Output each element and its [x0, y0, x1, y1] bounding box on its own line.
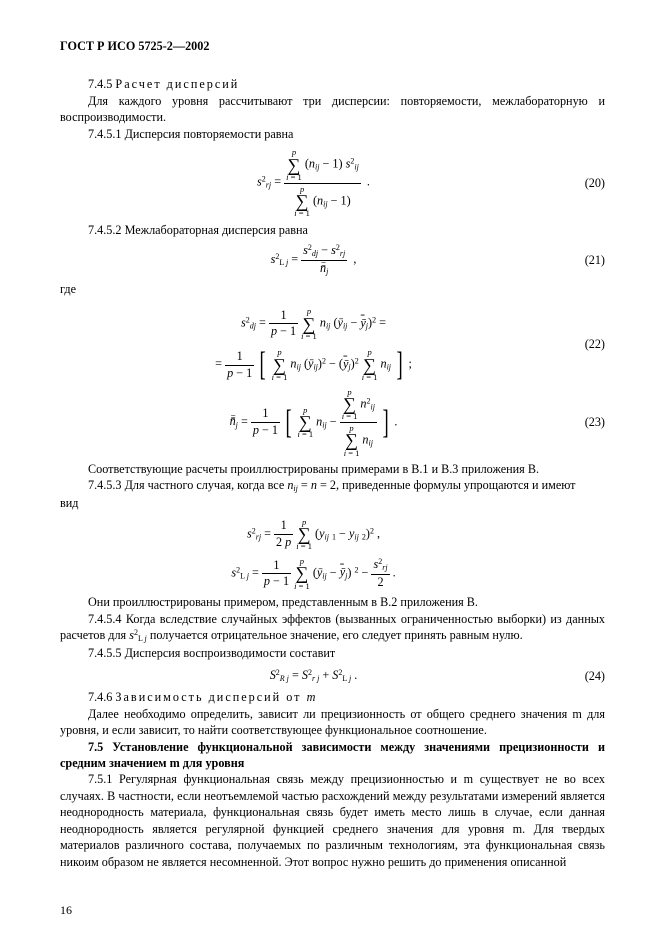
para-4: Они проиллюстрированы примером, представ…	[60, 594, 605, 610]
para-2: Соответствующие расчеты проиллюстрирован…	[60, 461, 605, 477]
para-6: Далее необходимо определить, зависит ли …	[60, 706, 605, 739]
equation-simplified-r: s2rj = 12 p p∑i = 1 (yij 1 − yij 2)2 ,	[60, 518, 605, 551]
document-id: ГОСТ Р ИСО 5725-2—2002	[60, 38, 605, 54]
equation-21-body: s2L j = s2dj − s2rj =n̄j ,	[60, 244, 567, 277]
section-7-4-5-5: 7.4.5.5 Дисперсия воспроизводимости сост…	[60, 645, 605, 661]
equation-24-number: (24)	[567, 668, 605, 684]
equation-23-body: =n̄j = 1p − 1 [ p∑i = 1 nij − p∑i = 1 n2…	[60, 388, 567, 457]
para-3a: 7.4.5.3 Для частного случая, когда все	[88, 478, 287, 492]
section-num: 7.4.5	[88, 77, 115, 91]
equation-22-number: (22)	[567, 336, 605, 352]
equation-23-number: (23)	[567, 414, 605, 430]
equation-23: =n̄j = 1p − 1 [ p∑i = 1 nij − p∑i = 1 n2…	[60, 388, 605, 457]
section-title-text: Расчет дисперсий	[115, 77, 239, 91]
where-label: где	[60, 281, 605, 297]
para-3b: = 2, приведенные формулы упрощаются и им…	[317, 478, 576, 492]
para-5b: получается отрицательное значение, его с…	[147, 628, 523, 642]
equation-21: s2L j = s2dj − s2rj =n̄j , (21)	[60, 244, 605, 277]
equation-20: s2rj = p∑i = 1 (nij − 1) s2ij p∑i = 1 (n…	[60, 148, 605, 217]
section-7-5: 7.5 Установление функциональной зависимо…	[60, 739, 605, 772]
section-7-4-5: 7.4.5 Расчет дисперсий	[60, 76, 605, 92]
para-5: 7.4.5.4 Когда вследствие случайных эффек…	[60, 611, 605, 645]
para-3: 7.4.5.3 Для частного случая, когда все n…	[60, 477, 605, 495]
equation-20-number: (20)	[567, 175, 605, 191]
para-1: Для каждого уровня рассчитывают три дисп…	[60, 93, 605, 126]
equation-21-number: (21)	[567, 252, 605, 268]
page-number: 16	[60, 902, 72, 918]
section-7-4-5-2: 7.4.5.2 Межлабораторная дисперсия равна	[60, 222, 605, 238]
section-746-m: m	[302, 690, 318, 704]
para-3c: вид	[60, 495, 605, 511]
equation-simplified-l-body: s2L j = 1p − 1 p∑i = 1 (ȳij − =ȳj) 2 − s…	[60, 557, 567, 590]
section-746-title: Зависимость дисперсий от	[115, 690, 301, 704]
page: ГОСТ Р ИСО 5725-2—2002 7.4.5 Расчет дисп…	[0, 0, 661, 936]
equation-20-body: s2rj = p∑i = 1 (nij − 1) s2ij p∑i = 1 (n…	[60, 148, 567, 217]
equation-simplified-r-body: s2rj = 12 p p∑i = 1 (yij 1 − yij 2)2 ,	[60, 518, 567, 551]
section-7-4-6: 7.4.6 Зависимость дисперсий от m	[60, 689, 605, 705]
section-7-4-5-1: 7.4.5.1 Дисперсия повторяемости равна	[60, 126, 605, 142]
para-7: 7.5.1 Регулярная функциональная связь ме…	[60, 771, 605, 870]
equation-24-body: S2R j = S2r j + S2L j .	[60, 667, 567, 685]
section-num-746: 7.4.6	[88, 690, 115, 704]
equation-22-body: s2dj = 1p − 1 p∑i = 1 nij (ȳij − =ȳj)2 =…	[60, 307, 567, 381]
equation-22: s2dj = 1p − 1 p∑i = 1 nij (ȳij − =ȳj)2 =…	[60, 307, 605, 381]
equation-24: S2R j = S2r j + S2L j . (24)	[60, 667, 605, 685]
equation-simplified-l: s2L j = 1p − 1 p∑i = 1 (ȳij − =ȳj) 2 − s…	[60, 557, 605, 590]
